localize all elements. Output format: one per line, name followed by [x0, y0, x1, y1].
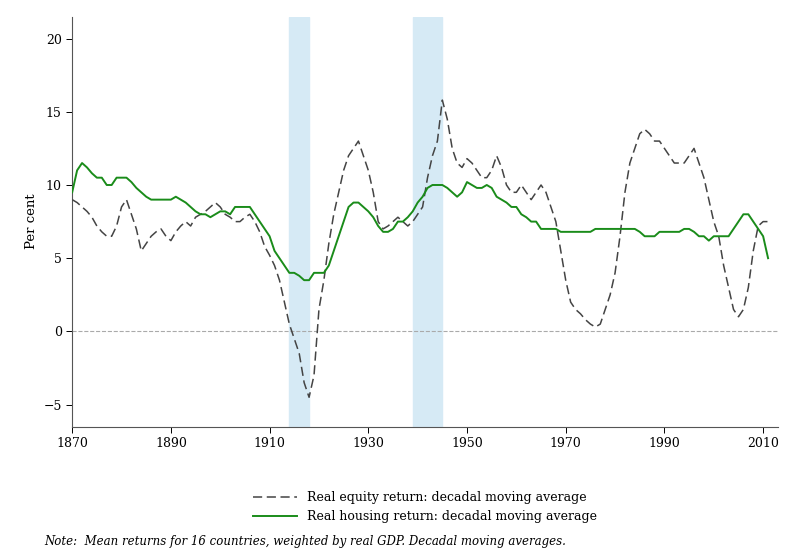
Legend: Real equity return: decadal moving average, Real housing return: decadal moving : Real equity return: decadal moving avera…	[248, 486, 602, 529]
Text: Note:  Mean returns for 16 countries, weighted by real GDP. Decadal moving avera: Note: Mean returns for 16 countries, wei…	[44, 536, 566, 548]
Bar	[290, 17, 309, 427]
Bar	[413, 17, 443, 427]
Y-axis label: Per cent: Per cent	[25, 194, 38, 249]
